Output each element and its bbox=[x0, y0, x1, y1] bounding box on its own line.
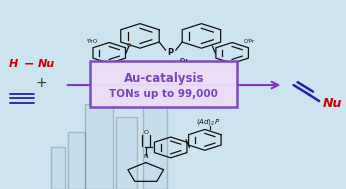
Text: Nu: Nu bbox=[37, 59, 55, 69]
FancyBboxPatch shape bbox=[143, 91, 167, 189]
Text: $(Ad)_2P$: $(Ad)_2P$ bbox=[196, 117, 220, 127]
Text: O: O bbox=[218, 61, 222, 66]
Text: −: − bbox=[24, 58, 34, 71]
Text: O: O bbox=[119, 61, 123, 66]
FancyBboxPatch shape bbox=[85, 104, 113, 189]
FancyBboxPatch shape bbox=[51, 147, 65, 189]
Text: Nu: Nu bbox=[322, 97, 342, 109]
Text: P: P bbox=[167, 48, 174, 57]
Text: +: + bbox=[35, 76, 47, 90]
FancyBboxPatch shape bbox=[116, 117, 137, 189]
Text: Au-catalysis: Au-catalysis bbox=[124, 72, 204, 85]
FancyBboxPatch shape bbox=[90, 61, 237, 107]
Text: O$^i$Pr: O$^i$Pr bbox=[243, 37, 256, 46]
FancyBboxPatch shape bbox=[68, 132, 85, 189]
Text: O: O bbox=[143, 130, 148, 135]
Text: H: H bbox=[9, 59, 18, 69]
Text: $^i$PrO: $^i$PrO bbox=[86, 37, 99, 46]
Text: Cy: Cy bbox=[180, 58, 189, 63]
Text: TONs up to 99,000: TONs up to 99,000 bbox=[109, 89, 218, 99]
Text: $^i$Pr: $^i$Pr bbox=[101, 65, 110, 75]
Text: $^i$Pr: $^i$Pr bbox=[231, 65, 240, 75]
Text: N: N bbox=[143, 154, 148, 159]
Text: O: O bbox=[127, 43, 131, 48]
